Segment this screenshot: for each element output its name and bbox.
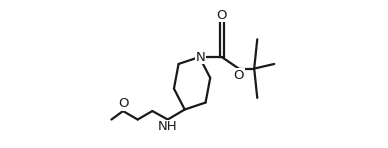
Text: O: O	[217, 9, 227, 21]
Text: O: O	[234, 69, 244, 82]
Text: N: N	[196, 50, 205, 63]
Text: O: O	[118, 97, 128, 110]
Text: NH: NH	[158, 120, 178, 133]
